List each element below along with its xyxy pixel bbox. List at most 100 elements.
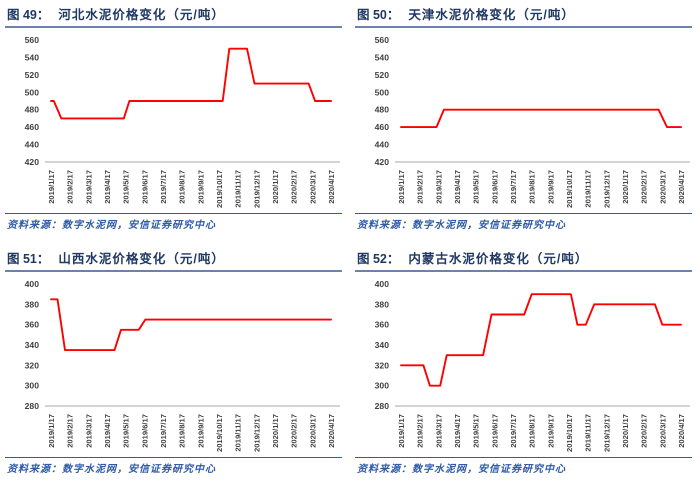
x-axis-tick-label: 2020/2/17	[640, 414, 649, 448]
x-axis-tick-label: 2019/8/17	[528, 414, 537, 448]
x-axis-tick-label: 2020/2/17	[640, 170, 649, 204]
x-axis-tick-label: 2019/2/17	[416, 170, 425, 204]
x-axis-tick-label: 2019/7/17	[159, 414, 168, 448]
x-axis-tick-label: 2019/1/17	[47, 414, 56, 448]
x-axis-tick-label: 2020/1/17	[621, 414, 630, 448]
x-axis-tick-label: 2020/3/17	[308, 170, 317, 204]
price-line	[400, 108, 682, 129]
x-axis-tick-label: 2020/3/17	[658, 170, 667, 204]
y-axis-tick-label: 400	[25, 279, 40, 289]
x-axis-tick-label: 2019/12/17	[252, 414, 261, 452]
x-axis-tick-label: 2020/1/17	[271, 414, 280, 448]
figure-title: 图 52： 内蒙古水泥价格变化（元/吨）	[355, 247, 692, 272]
x-axis-tick-label: 2019/12/17	[602, 170, 611, 208]
y-axis-tick-label: 460	[25, 122, 40, 132]
x-axis-tick-label: 2019/10/17	[215, 170, 224, 208]
figure-title-text: 山西水泥价格变化（元/吨）	[58, 252, 225, 266]
price-line	[50, 47, 332, 120]
x-axis-tick-label: 2019/11/17	[234, 170, 243, 208]
x-axis-tick-label: 2019/9/17	[546, 170, 555, 204]
x-axis-tick-label: 2020/4/17	[677, 170, 686, 204]
x-axis-tick-label: 2019/7/17	[509, 170, 518, 204]
figure-number: 图 50：	[357, 8, 400, 22]
x-axis-tick-label: 2019/9/17	[546, 414, 555, 448]
y-axis-tick-label: 560	[375, 35, 390, 45]
y-axis-tick-label: 540	[375, 52, 390, 62]
x-axis-tick-label: 2019/3/17	[84, 414, 93, 448]
x-axis-tick-label: 2019/11/17	[584, 414, 593, 452]
y-axis-tick-label: 380	[25, 299, 40, 309]
x-axis-tick-label: 2019/1/17	[397, 414, 406, 448]
y-axis-tick-label: 480	[25, 105, 40, 115]
x-axis-tick-label: 2020/2/17	[290, 414, 299, 448]
source-note: 资料来源：数字水泥网，安信证券研究中心	[5, 457, 342, 475]
x-axis-tick-label: 2019/4/17	[103, 414, 112, 448]
y-axis-tick-label: 480	[375, 105, 390, 115]
x-axis-tick-label: 2020/4/17	[327, 170, 336, 204]
price-chart-shanxi: 400 380 360 340 320 300 280 2019/1/17 2019/2/17 2…	[25, 279, 340, 452]
y-axis-tick-label: 420	[25, 157, 40, 167]
x-axis-tick-label: 2019/3/17	[434, 170, 443, 204]
figure-title: 图 50： 天津水泥价格变化（元/吨）	[355, 3, 692, 28]
y-axis-tick-label: 440	[375, 140, 390, 150]
figure-title-text: 天津水泥价格变化（元/吨）	[408, 8, 575, 22]
x-axis-tick-label: 2019/5/17	[122, 170, 131, 204]
x-axis-tick-label: 2019/4/17	[453, 414, 462, 448]
x-axis-tick-label: 2019/11/17	[584, 170, 593, 208]
x-axis-tick-label: 2019/2/17	[416, 414, 425, 448]
price-chart-hebei: 560 540 520 500 480 460 440 420 2019/1/17 2019/2/…	[25, 35, 340, 208]
y-axis-tick-label: 300	[25, 381, 40, 391]
figure-title-text: 河北水泥价格变化（元/吨）	[58, 8, 225, 22]
y-axis-tick-label: 460	[375, 122, 390, 132]
price-chart-neimenggu: 400 380 360 340 320 300 280 2019/1/17 2019/2/17 2…	[375, 279, 690, 452]
x-axis-tick-label: 2020/2/17	[290, 170, 299, 204]
x-axis-tick-label: 2020/1/17	[621, 170, 630, 204]
x-axis-tick-label: 2019/10/17	[565, 414, 574, 452]
y-axis-tick-label: 420	[375, 157, 390, 167]
y-axis-tick-label: 360	[375, 320, 390, 330]
x-axis-tick-label: 2019/5/17	[472, 414, 481, 448]
y-axis-tick-label: 520	[25, 70, 40, 80]
x-axis-tick-label: 2019/1/17	[47, 170, 56, 204]
chart-block-hebei: 图 49： 河北水泥价格变化（元/吨） 560 540 520 500 480 460 44…	[0, 0, 350, 244]
figure-number: 图 49：	[7, 8, 50, 22]
x-axis-tick-label: 2019/4/17	[453, 170, 462, 204]
x-axis-tick-label: 2019/8/17	[178, 414, 187, 448]
y-axis-tick-label: 500	[25, 87, 40, 97]
x-axis-tick-label: 2020/4/17	[327, 414, 336, 448]
y-axis-tick-label: 540	[25, 52, 40, 62]
figure-number: 图 51：	[7, 252, 50, 266]
y-axis-tick-label: 320	[375, 360, 390, 370]
x-axis-tick-label: 2019/6/17	[490, 170, 499, 204]
y-axis-tick-label: 500	[375, 87, 390, 97]
y-axis-tick-label: 520	[375, 70, 390, 80]
x-axis-tick-label: 2019/6/17	[140, 170, 149, 204]
price-line	[50, 298, 332, 352]
x-axis-tick-label: 2019/8/17	[178, 170, 187, 204]
x-axis-tick-label: 2020/4/17	[677, 414, 686, 448]
y-axis-tick-label: 560	[25, 35, 40, 45]
source-note: 资料来源：数字水泥网，安信证券研究中心	[5, 213, 342, 231]
figure-title: 图 49： 河北水泥价格变化（元/吨）	[5, 3, 342, 28]
x-axis-tick-label: 2019/5/17	[472, 170, 481, 204]
x-axis-tick-label: 2019/5/17	[122, 414, 131, 448]
source-note: 资料来源：数字水泥网，安信证券研究中心	[355, 457, 692, 475]
x-axis-tick-label: 2020/3/17	[308, 414, 317, 448]
x-axis-tick-label: 2019/2/17	[66, 414, 75, 448]
chart-block-shanxi: 图 51： 山西水泥价格变化（元/吨） 400 380 360 340 320 300 28…	[0, 244, 350, 488]
x-axis-tick-label: 2019/1/17	[397, 170, 406, 204]
y-axis-tick-label: 340	[25, 340, 40, 350]
figure-title: 图 51： 山西水泥价格变化（元/吨）	[5, 247, 342, 272]
x-axis-tick-label: 2019/10/17	[215, 414, 224, 452]
x-axis-tick-label: 2019/8/17	[528, 170, 537, 204]
price-chart-tianjin: 560 540 520 500 480 460 440 420 2019/1/17 2019/2/…	[375, 35, 690, 208]
y-axis-tick-label: 320	[25, 360, 40, 370]
x-axis-tick-label: 2019/3/17	[84, 170, 93, 204]
y-axis-tick-label: 440	[25, 140, 40, 150]
figure-title-text: 内蒙古水泥价格变化（元/吨）	[408, 252, 589, 266]
x-axis-tick-label: 2019/12/17	[252, 170, 261, 208]
y-axis-tick-label: 280	[25, 401, 40, 411]
chart-block-tianjin: 图 50： 天津水泥价格变化（元/吨） 560 540 520 500 480 460 44…	[350, 0, 700, 244]
x-axis-tick-label: 2019/9/17	[196, 170, 205, 204]
